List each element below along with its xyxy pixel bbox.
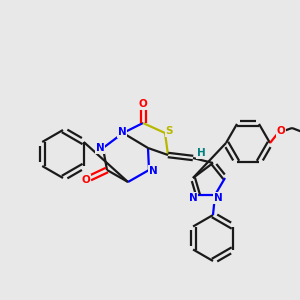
Text: N: N (189, 193, 197, 203)
Text: O: O (277, 126, 285, 136)
Text: O: O (82, 175, 90, 185)
Text: S: S (165, 126, 173, 136)
Text: N: N (148, 166, 158, 176)
Text: N: N (96, 143, 104, 153)
Text: O: O (139, 99, 147, 109)
Text: N: N (118, 127, 126, 137)
Text: H: H (196, 148, 206, 158)
Text: N: N (214, 193, 222, 203)
